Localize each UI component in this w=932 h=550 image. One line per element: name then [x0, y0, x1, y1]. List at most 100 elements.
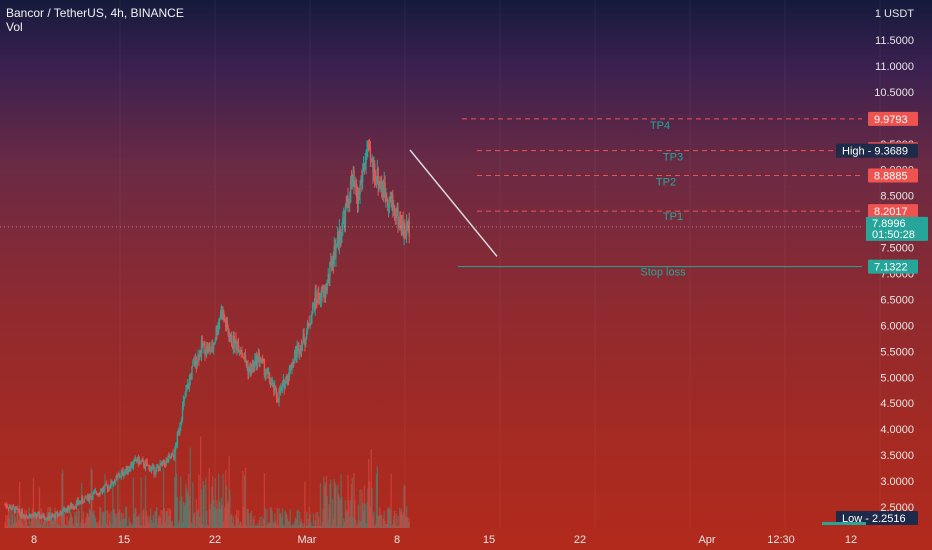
- candle-body: [402, 220, 404, 237]
- volume-bar: [99, 507, 102, 528]
- volume-bar: [124, 507, 127, 528]
- volume-label[interactable]: Vol: [6, 20, 23, 34]
- volume-bar: [249, 513, 252, 528]
- volume-bar: [291, 524, 293, 528]
- volume-bar: [159, 517, 161, 528]
- candle-body: [91, 496, 93, 499]
- volume-bar: [305, 512, 308, 528]
- candle-body: [220, 307, 223, 316]
- candle-body: [66, 508, 68, 512]
- volume-bar: [31, 508, 34, 528]
- candle-body: [229, 339, 231, 342]
- volume-bar: [205, 511, 208, 528]
- volume-bar: [118, 509, 121, 528]
- candle-body: [406, 222, 409, 231]
- volume-bar: [122, 512, 124, 528]
- candle-body: [341, 229, 343, 237]
- candle-body: [271, 382, 273, 384]
- candle-body: [360, 179, 362, 185]
- candle-body: [212, 344, 215, 350]
- candle-body: [76, 500, 79, 502]
- volume-bar: [200, 489, 203, 528]
- volume-bar: [315, 512, 317, 528]
- volume-bar: [371, 487, 373, 528]
- candle-body: [275, 389, 278, 398]
- candle-body: [322, 290, 324, 295]
- candle-body: [285, 377, 287, 382]
- candle-body: [258, 352, 260, 362]
- volume-bar: [260, 526, 262, 528]
- candle-body: [208, 346, 210, 348]
- volume-bar: [317, 512, 319, 528]
- candle-body: [366, 151, 368, 153]
- volume-bar: [88, 508, 91, 528]
- candle-body: [286, 377, 288, 384]
- volume-bar: [236, 518, 239, 528]
- volume-bar: [35, 515, 37, 528]
- candle-body: [90, 496, 92, 499]
- volume-bar: [336, 484, 339, 528]
- volume-bar: [30, 521, 32, 528]
- candle-body: [199, 350, 202, 355]
- candle-body: [207, 346, 210, 352]
- candle-body: [17, 508, 19, 510]
- time-axis[interactable]: 8 15 22 Mar 8 15 22 Apr 12:30 12: [31, 534, 857, 546]
- x-tick-label: 22: [209, 534, 221, 546]
- current-price-text: 7.8996: [872, 218, 906, 230]
- candle-body: [354, 183, 356, 185]
- volume-bar: [87, 513, 89, 528]
- volume-bar: [355, 519, 357, 528]
- candle-body: [396, 208, 398, 214]
- volume-bar: [223, 521, 225, 528]
- symbol-title[interactable]: Bancor / TetherUS, 4h, BINANCE: [6, 6, 184, 20]
- volume-bar: [277, 526, 279, 528]
- volume-bar: [361, 502, 364, 528]
- volume-bar: [12, 514, 14, 528]
- x-tick-label: 12: [845, 534, 857, 546]
- volume-bar: [387, 508, 390, 528]
- candle-body: [153, 465, 155, 474]
- candle-body: [47, 518, 49, 520]
- volume-bar: [76, 522, 79, 528]
- candle-body: [210, 351, 212, 353]
- candle-body: [13, 507, 16, 513]
- axis-unit-label: 1 USDT: [875, 8, 914, 20]
- volume-bar: [261, 526, 264, 528]
- candle-body: [190, 376, 192, 379]
- volume-bar: [256, 523, 259, 528]
- volume-bar: [188, 496, 191, 528]
- volume-bar: [386, 508, 389, 528]
- volume-bar: [98, 520, 100, 528]
- volume-bar: [292, 523, 294, 528]
- y-tick-label: 6.0000: [880, 320, 914, 332]
- volume-bar: [179, 500, 181, 528]
- candle-body: [5, 504, 7, 506]
- candle-body: [53, 514, 55, 517]
- volume-bar: [229, 489, 231, 528]
- candle-body: [238, 350, 241, 353]
- candle-body: [105, 484, 108, 486]
- volume-bar: [362, 510, 365, 528]
- volume-bar: [21, 522, 23, 528]
- candle-body: [130, 464, 132, 471]
- candle-body: [349, 181, 352, 203]
- volume-bar: [247, 508, 249, 528]
- volume-bar: [204, 526, 206, 528]
- volume-bar: [405, 516, 407, 528]
- candle-body: [97, 493, 99, 495]
- candle-body: [255, 355, 257, 360]
- candle-body: [132, 461, 135, 466]
- volume-bar: [346, 511, 348, 528]
- candle-body: [399, 217, 401, 224]
- volume-bar: [55, 518, 57, 528]
- trendline[interactable]: [409, 149, 498, 257]
- volume-bar: [403, 484, 405, 528]
- volume-bar: [102, 511, 104, 528]
- volume-bar: [168, 508, 171, 528]
- volume-bar: [148, 522, 150, 528]
- volume-bar: [89, 510, 92, 528]
- candle-body: [361, 179, 363, 182]
- candle-body: [384, 182, 386, 197]
- candle-body: [365, 152, 367, 164]
